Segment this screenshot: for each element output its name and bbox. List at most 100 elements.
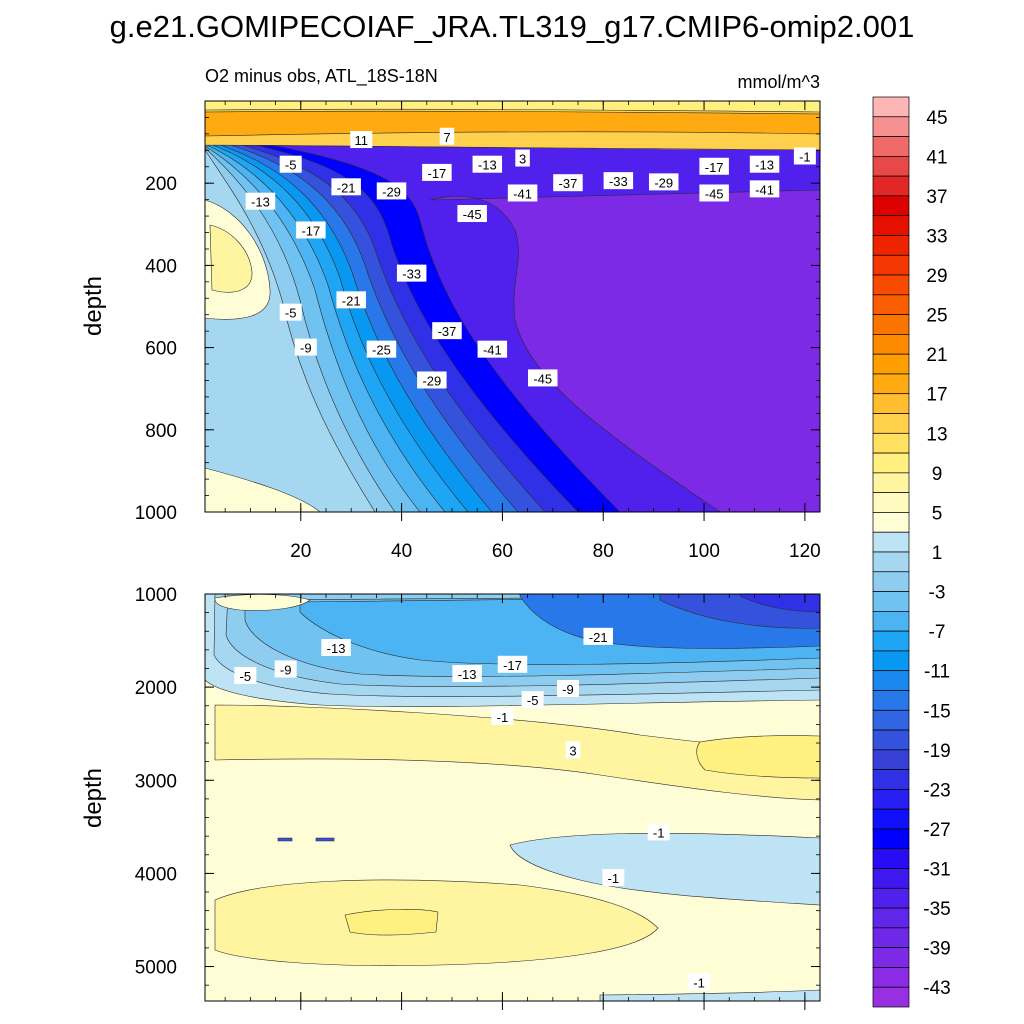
contour-label-bg <box>583 627 613 645</box>
colorbar-label: 45 <box>926 108 947 129</box>
y-tick-label: 2000 <box>135 678 177 699</box>
contour-label: -41 <box>755 182 774 197</box>
contour-label: -41 <box>513 186 532 201</box>
colorbar-swatch <box>872 650 910 672</box>
colorbar-swatch <box>872 789 910 810</box>
contour-label: -17 <box>301 223 320 238</box>
contour-label-bg <box>439 127 455 145</box>
contour-label: -5 <box>285 158 297 173</box>
upper-surface-thin <box>205 101 820 113</box>
contour-label-bg <box>296 221 326 239</box>
colorbar-swatch <box>872 868 910 889</box>
colorbar-label: -23 <box>923 780 950 801</box>
colorbar-swatch <box>872 334 910 355</box>
colorbar-label: -43 <box>923 978 950 999</box>
contour-label-bg <box>603 172 634 190</box>
contour-label: -29 <box>654 175 673 190</box>
colorbar-swatch <box>872 967 910 988</box>
contour-label-bg <box>793 147 816 165</box>
colorbar-label: -35 <box>923 899 950 920</box>
y-tick-label: 3000 <box>135 771 177 792</box>
colorbar-swatch <box>872 808 910 830</box>
colorbar-swatch <box>872 551 910 573</box>
y-tick-label: 800 <box>145 421 177 442</box>
colorbar-label: 33 <box>926 226 947 247</box>
contour-label: -45 <box>463 207 482 222</box>
upper-plot-frame <box>204 100 821 513</box>
upper-subtitle-right: mmol/m^3 <box>738 72 820 92</box>
colorbar-swatch <box>872 472 910 494</box>
contour-label: -13 <box>458 667 477 682</box>
contour-label-bg <box>515 149 530 167</box>
contour-label: -9 <box>280 662 292 677</box>
contour-label: -17 <box>503 658 522 673</box>
contour-label-bg <box>527 369 558 387</box>
colorbar-label: 9 <box>932 464 943 485</box>
lower-axes: 1000 2000 3000 4000 5000 <box>135 585 820 1010</box>
y-tick-label: 600 <box>145 339 177 360</box>
contour-label-bg <box>491 707 514 725</box>
colorbar-label: 29 <box>926 266 947 287</box>
contour-label: -37 <box>438 324 457 339</box>
contour-label: -45 <box>533 371 552 386</box>
contour-label: -5 <box>285 306 297 321</box>
lower-plot-frame <box>204 593 821 1002</box>
colorbar-label: -19 <box>923 741 950 762</box>
lower-dash-a <box>277 837 293 842</box>
contour-label-bg <box>497 655 528 673</box>
colorbar-swatch <box>872 294 910 315</box>
colorbar-label: 21 <box>926 345 947 366</box>
contour-label-bg <box>648 173 679 191</box>
lower-mid-lobe <box>214 704 820 801</box>
colorbar-swatch <box>872 531 910 553</box>
contour-label-bg <box>432 322 462 340</box>
contour-label: -1 <box>799 149 811 164</box>
colorbar-swatch <box>872 630 910 652</box>
contour-label-bg <box>366 340 397 358</box>
contour-label: -21 <box>589 630 608 645</box>
contour-label-bg <box>507 184 538 202</box>
colorbar-swatch <box>872 452 910 474</box>
colorbar-swatch <box>872 947 910 968</box>
colorbar-swatch <box>872 729 910 751</box>
colorbar-swatch <box>872 116 910 137</box>
y-tick-label: 200 <box>145 174 177 195</box>
contour-label-bg <box>699 184 729 202</box>
contour-label-bg <box>376 182 407 200</box>
contour-label-bg <box>336 291 366 309</box>
colorbar-swatch <box>872 492 910 513</box>
contour-label-bg <box>699 157 729 175</box>
colorbar-label: -7 <box>929 622 946 643</box>
contour-label: -1 <box>653 825 665 840</box>
contour-label-bg <box>396 264 427 282</box>
contour-label-bg <box>749 155 780 173</box>
colorbar-swatch <box>872 848 910 869</box>
x-tick-label: 40 <box>391 541 412 562</box>
colorbar-swatch <box>872 571 910 592</box>
contour-label-bg <box>245 192 276 210</box>
colorbar-label: -27 <box>923 820 950 841</box>
colorbar-swatch <box>872 887 910 909</box>
contour-label: 7 <box>443 130 450 145</box>
contour-label-bg <box>553 174 583 192</box>
colorbar-label: 1 <box>932 543 943 564</box>
contour-label: -1 <box>608 871 620 886</box>
colorbar-swatch <box>872 512 910 533</box>
colorbar-label: 41 <box>926 147 947 168</box>
colorbar-swatch <box>872 175 910 197</box>
x-tick-label: 100 <box>688 541 720 562</box>
colorbar-swatch <box>872 769 910 790</box>
contour-label: -25 <box>372 343 391 358</box>
colorbar-label: 37 <box>926 187 947 208</box>
contour-label: -21 <box>342 293 361 308</box>
contour-label-bg <box>279 155 302 173</box>
y-tick-label: 1000 <box>135 585 177 606</box>
contour-label: -33 <box>402 267 421 282</box>
x-tick-label: 120 <box>789 541 821 562</box>
colorbar-swatch <box>872 254 910 276</box>
contour-label: -1 <box>693 975 705 990</box>
contour-label-bg <box>521 691 544 709</box>
x-tick-label: 20 <box>290 541 311 562</box>
colorbar-swatch <box>872 215 910 236</box>
contour-label: -1 <box>497 710 509 725</box>
